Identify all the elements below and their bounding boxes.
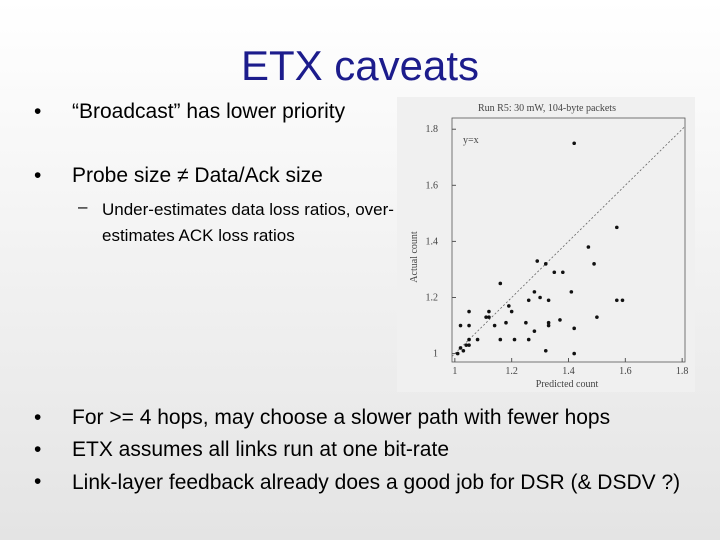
chart-background — [397, 97, 695, 392]
bullet: • “Broadcast” has lower priority — [34, 100, 346, 123]
point — [595, 315, 599, 319]
x-tick-label: 1 — [452, 366, 457, 377]
point — [538, 295, 542, 300]
scatter-chart: Run R5: 30 mW, 104-byte packets Predicte… — [397, 97, 695, 392]
point — [572, 351, 576, 356]
chart-title: Run R5: 30 mW, 104-byte packets — [478, 103, 616, 114]
bullet-text: ETX assumes all links run at one bit-rat… — [72, 438, 449, 461]
point — [509, 309, 514, 314]
point — [467, 337, 471, 342]
x-tick-label: 1.8 — [676, 366, 689, 377]
point — [504, 320, 508, 325]
y-tick-label: 1.8 — [426, 124, 439, 135]
point — [526, 337, 531, 342]
point — [532, 290, 537, 294]
point — [543, 348, 548, 353]
point — [458, 323, 463, 328]
point — [546, 298, 551, 303]
bullet: • For >= 4 hops, may choose a slower path… — [34, 406, 611, 429]
y-tick-label: 1.6 — [426, 180, 439, 191]
slide-title: ETX caveats — [240, 42, 480, 89]
point — [552, 270, 557, 275]
point — [498, 337, 503, 342]
point — [586, 245, 591, 249]
y-tick-label: 1 — [433, 349, 438, 360]
point — [492, 323, 497, 328]
point — [572, 141, 576, 146]
x-tick-label: 1.6 — [619, 366, 632, 377]
point — [487, 309, 491, 314]
point — [467, 309, 471, 314]
point — [464, 343, 469, 347]
point — [484, 315, 488, 319]
point — [512, 337, 517, 342]
bullet-text: Probe size ≠ Data/Ack size — [72, 164, 323, 187]
point — [458, 346, 463, 350]
sub-bullet: – Under-estimates data loss ratios, over-… — [72, 197, 402, 249]
point — [507, 304, 511, 308]
identity-line — [451, 126, 686, 357]
y-tick-label: 1.2 — [426, 292, 439, 303]
point — [572, 326, 576, 331]
point — [498, 281, 503, 286]
point — [615, 225, 619, 230]
point — [461, 348, 466, 353]
y-tick-label: 1.4 — [426, 236, 439, 247]
point — [526, 298, 531, 303]
point — [569, 290, 574, 294]
point — [535, 259, 540, 263]
bullet: • ETX assumes all links run at one bit-ra… — [34, 438, 449, 461]
point — [592, 262, 596, 266]
point — [620, 298, 625, 303]
point — [546, 323, 551, 328]
point — [455, 351, 460, 356]
bullet: • Probe size ≠ Data/Ack size — [34, 164, 323, 187]
point — [615, 298, 619, 303]
sub-bullet-text: Under-estimates data loss ratios, over-e… — [102, 200, 394, 245]
bullet-text: Link-layer feedback already does a good … — [72, 471, 681, 494]
point — [524, 320, 528, 325]
point — [558, 318, 562, 322]
point — [561, 270, 565, 275]
point — [475, 337, 480, 342]
point — [532, 329, 537, 333]
x-tick-label: 1.4 — [562, 366, 575, 377]
point — [543, 262, 548, 266]
point — [467, 343, 471, 347]
x-tick-label: 1.2 — [505, 366, 518, 377]
y-axis-label: Actual count — [409, 231, 420, 283]
bullet: • Link-layer feedback already does a good… — [34, 470, 681, 494]
point — [487, 315, 491, 319]
bullet-text: “Broadcast” has lower priority — [72, 100, 346, 123]
point — [467, 323, 471, 328]
bullet-text: For >= 4 hops, may choose a slower path … — [72, 406, 611, 429]
x-axis-label: Predicted count — [536, 379, 599, 390]
point — [546, 320, 551, 325]
annotation: y=x — [463, 135, 479, 146]
